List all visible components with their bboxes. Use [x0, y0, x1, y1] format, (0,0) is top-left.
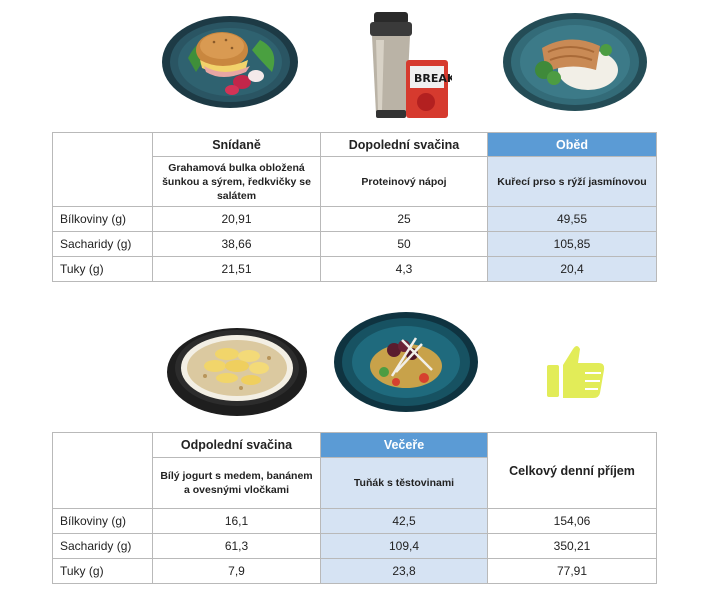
table-cell: 16,1 [152, 508, 321, 534]
corner-cell [52, 432, 153, 509]
afternoon-snack-description: Bílý jogurt s medem, banánem a ovesnými … [152, 457, 321, 509]
table-row: Sacharidy (g) 38,66 50 105,85 [52, 231, 657, 257]
corner-cell [52, 132, 153, 207]
row-label: Sacharidy (g) [52, 231, 153, 257]
thumbs-up-icon [547, 346, 605, 398]
row-label: Tuky (g) [52, 256, 153, 282]
row-label: Tuky (g) [52, 558, 153, 584]
breakfast-description: Grahamová bulka obložená šunkou a sýrem,… [152, 156, 321, 207]
table-cell: 105,85 [487, 231, 657, 257]
table-cell: 109,4 [320, 533, 488, 559]
table-row: Tuky (g) 21,51 4,3 20,4 [52, 256, 657, 282]
table-cell: 20,91 [152, 206, 321, 232]
column-header-breakfast: Snídaně [152, 132, 321, 157]
table-row: Sacharidy (g) 61,3 109,4 350,21 [52, 533, 657, 559]
table-cell: 21,51 [152, 256, 321, 282]
row-label: Bílkoviny (g) [52, 206, 153, 232]
sandwich-plate-image [162, 16, 298, 108]
table-cell: 77,91 [487, 558, 657, 584]
table-row: Bílkoviny (g) 16,1 42,5 154,06 [52, 508, 657, 534]
column-header-morning-snack: Dopolední svačina [320, 132, 488, 157]
table-cell: 25 [320, 206, 488, 232]
svg-text:BREAK: BREAK [414, 72, 452, 85]
table-cell: 350,21 [487, 533, 657, 559]
lunch-description: Kuřecí prso s rýží jasmínovou [487, 156, 657, 207]
column-header-lunch: Oběd [487, 132, 657, 157]
table-cell: 49,55 [487, 206, 657, 232]
dinner-description: Tuňák s těstovinami [320, 457, 488, 509]
table-cell: 154,06 [487, 508, 657, 534]
tuna-pasta-plate-image [334, 312, 478, 412]
table-row: Bílkoviny (g) 20,91 25 49,55 [52, 206, 657, 232]
top-nutrition-table: Snídaně Dopolední svačina Oběd Grahamová… [52, 132, 657, 282]
table-cell: 50 [320, 231, 488, 257]
table-cell: 23,8 [320, 558, 488, 584]
yogurt-bowl-image [167, 328, 307, 416]
table-cell: 42,5 [320, 508, 488, 534]
chicken-rice-plate-image [503, 13, 647, 111]
column-header-afternoon-snack: Odpolední svačina [152, 432, 321, 458]
morning-snack-description: Proteinový nápoj [320, 156, 488, 207]
table-cell: 20,4 [487, 256, 657, 282]
protein-shaker-image: BREAK [370, 12, 452, 118]
bottom-nutrition-table: Odpolední svačina Večeře Celkový denní p… [52, 432, 657, 584]
row-label: Bílkoviny (g) [52, 508, 153, 534]
table-cell: 7,9 [152, 558, 321, 584]
table-cell: 38,66 [152, 231, 321, 257]
column-header-daily-total: Celkový denní příjem [487, 432, 657, 509]
table-row: Tuky (g) 7,9 23,8 77,91 [52, 558, 657, 584]
row-label: Sacharidy (g) [52, 533, 153, 559]
table-cell: 61,3 [152, 533, 321, 559]
table-cell: 4,3 [320, 256, 488, 282]
column-header-dinner: Večeře [320, 432, 488, 458]
